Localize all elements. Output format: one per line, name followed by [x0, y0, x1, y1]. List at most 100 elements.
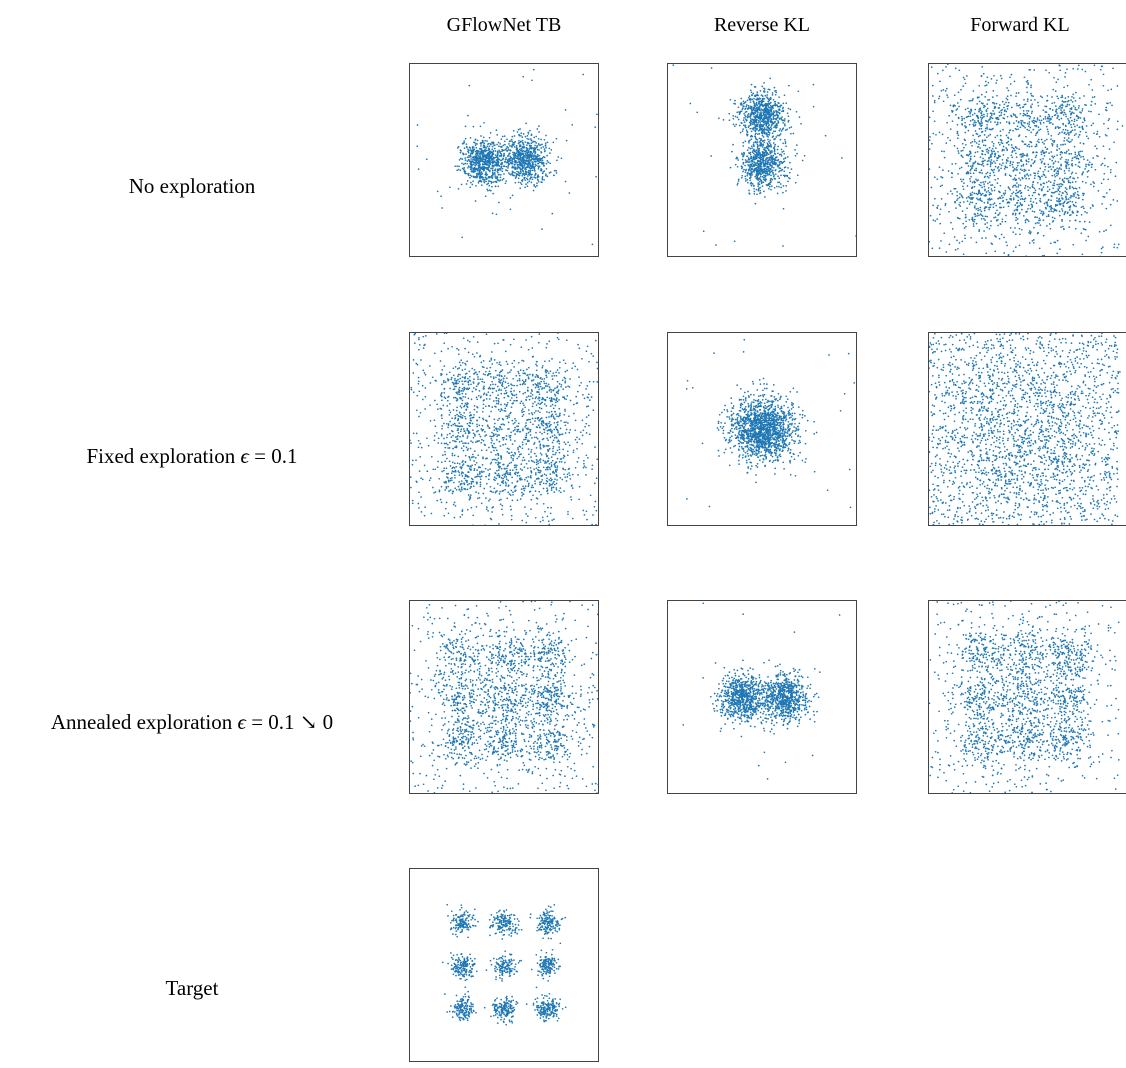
scatter-point — [505, 180, 508, 182]
scatter-point — [1014, 246, 1017, 248]
scatter-point — [774, 93, 777, 96]
scatter-point — [1030, 84, 1032, 87]
scatter-point — [1058, 214, 1061, 217]
scatter-point — [1065, 195, 1067, 198]
scatter-point — [1032, 95, 1034, 98]
scatter-point — [1069, 214, 1072, 216]
scatter-point — [541, 177, 544, 179]
scatter-point — [560, 385, 562, 388]
scatter-point — [1028, 177, 1030, 180]
scatter-point — [1034, 145, 1037, 148]
scatter-point — [482, 163, 484, 166]
scatter-point — [1101, 65, 1104, 68]
scatter-point — [1081, 108, 1084, 110]
scatter-point — [1052, 162, 1055, 164]
scatter-point — [1066, 202, 1068, 205]
scatter-point — [961, 156, 964, 158]
scatter-point — [1116, 246, 1119, 249]
scatter-point — [479, 483, 482, 486]
scatter-point — [749, 160, 751, 163]
scatter-point — [431, 376, 434, 379]
scatter-point — [759, 128, 761, 130]
scatter-point — [1076, 108, 1078, 111]
scatter-point — [753, 97, 755, 100]
scatter-point — [1073, 205, 1076, 207]
scatter-point — [1116, 200, 1119, 202]
scatter-point — [484, 176, 487, 179]
scatter-point — [488, 162, 491, 165]
scatter-point — [475, 176, 478, 179]
scatter-point — [773, 138, 776, 141]
scatter-point — [541, 387, 544, 389]
scatter-point — [1009, 160, 1012, 163]
scatter-point — [759, 125, 762, 128]
scatter-point — [768, 98, 771, 100]
scatter-point — [1071, 111, 1074, 114]
scatter-point — [1057, 114, 1059, 117]
scatter-point — [1016, 209, 1019, 212]
scatter-point — [743, 153, 745, 156]
scatter-point — [1050, 168, 1053, 171]
scatter-point — [756, 152, 758, 155]
scatter-point — [739, 131, 742, 134]
scatter-point — [1075, 172, 1077, 175]
scatter-point — [980, 125, 983, 128]
scatter-point — [490, 182, 493, 184]
scatter-point — [491, 167, 493, 170]
scatter-point — [722, 119, 725, 121]
scatter-point — [500, 166, 503, 169]
scatter-point — [765, 146, 768, 149]
scatter-point — [747, 164, 750, 167]
scatter-point — [1081, 198, 1084, 201]
scatter-point — [1025, 80, 1028, 83]
scatter-point — [962, 188, 965, 191]
scatter-point — [1103, 122, 1105, 125]
scatter-point — [1107, 178, 1110, 181]
scatter-point — [974, 215, 977, 218]
scatter-point — [997, 118, 1000, 121]
scatter-point — [982, 157, 984, 160]
scatter-point — [467, 148, 469, 151]
scatter-point — [542, 146, 545, 148]
scatter-point — [981, 117, 983, 120]
scatter-point — [490, 151, 493, 154]
scatter-point — [951, 176, 953, 179]
scatter-point — [530, 133, 533, 136]
scatter-point — [515, 173, 518, 175]
scatter-point — [1061, 96, 1064, 98]
scatter-point — [519, 187, 522, 190]
scatter-point — [468, 482, 471, 485]
scatter-point — [766, 91, 769, 93]
scatter-point — [474, 176, 477, 179]
scatter-point — [1007, 201, 1010, 204]
scatter-point — [1043, 162, 1046, 165]
scatter-point — [527, 132, 530, 135]
scatter-point — [967, 165, 970, 167]
scatter-point — [1084, 70, 1087, 73]
scatter-point — [1071, 129, 1074, 132]
scatter-point — [1008, 121, 1011, 124]
scatter-point — [1034, 216, 1036, 219]
scatter-point — [492, 181, 495, 183]
scatter-point — [1045, 181, 1048, 184]
scatter-point — [970, 165, 972, 168]
scatter-point — [500, 138, 503, 141]
scatter-point — [556, 159, 558, 162]
scatter-point — [789, 177, 791, 180]
scatter-point — [1022, 106, 1025, 108]
scatter-point — [1057, 126, 1059, 128]
scatter-point — [1067, 99, 1070, 102]
scatter-point — [755, 177, 758, 179]
scatter-point — [735, 123, 738, 126]
scatter-point — [984, 189, 986, 192]
scatter-point — [1005, 134, 1008, 137]
scatter-point — [532, 149, 535, 152]
scatter-point — [1093, 64, 1096, 67]
scatter-point — [531, 169, 534, 172]
scatter-point — [1046, 120, 1048, 123]
scatter-point — [778, 177, 781, 180]
scatter-point — [965, 162, 967, 164]
scatter-point — [742, 170, 744, 173]
scatter-point — [964, 126, 967, 129]
scatter-point — [1104, 164, 1106, 167]
